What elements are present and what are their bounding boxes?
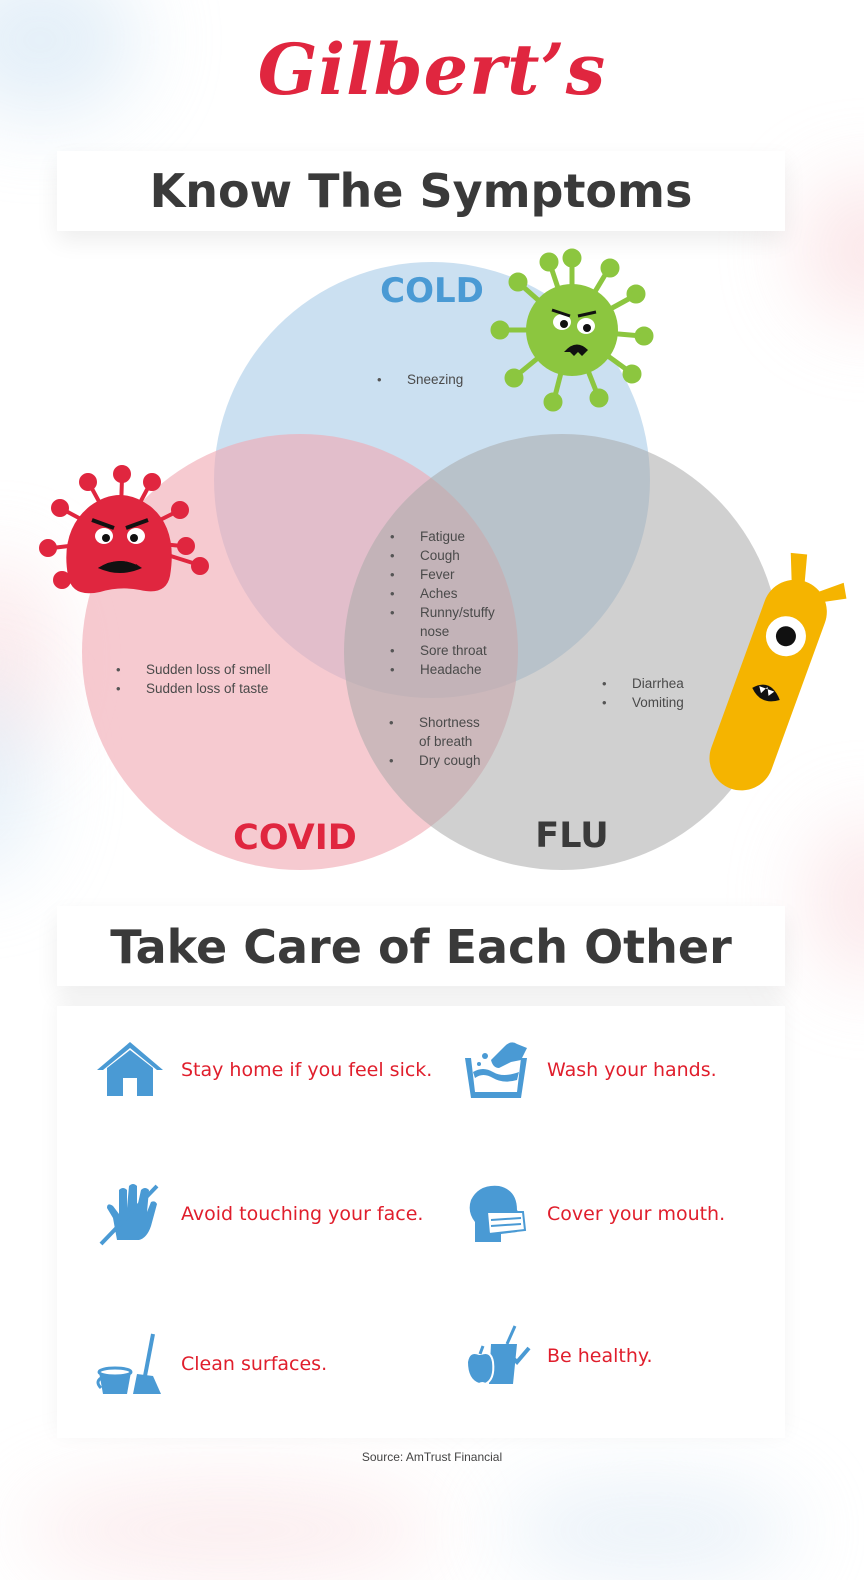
wash-hands-icon xyxy=(461,1038,531,1102)
list-item: Runny/stuffy nose xyxy=(390,603,510,641)
cold-label: COLD xyxy=(380,271,484,311)
symptoms-heading: Know The Symptoms xyxy=(57,151,785,231)
list-item: Sneezing xyxy=(377,370,463,389)
care-item-wash-hands: Wash your hands. xyxy=(461,1038,717,1102)
bucket-broom-icon xyxy=(95,1332,165,1396)
care-text: Avoid touching your face. xyxy=(181,1203,424,1225)
source-credit: Source: AmTrust Financial xyxy=(361,1450,503,1464)
face-mask-icon xyxy=(461,1182,531,1246)
covid-flu-symptoms-list: Shortness of breath Dry cough xyxy=(389,713,489,770)
care-text: Stay home if you feel sick. xyxy=(181,1059,433,1081)
list-item: Diarrhea xyxy=(602,674,684,693)
brand-logo: Gilbert’s xyxy=(257,28,607,111)
list-item: Fatigue xyxy=(390,527,510,546)
care-item-be-healthy: Be healthy. xyxy=(461,1324,652,1388)
green-virus-icon xyxy=(490,248,654,412)
no-touch-hand-icon xyxy=(95,1182,165,1246)
care-text: Be healthy. xyxy=(547,1345,653,1367)
care-text: Cover your mouth. xyxy=(547,1203,726,1225)
covid-label: COVID xyxy=(233,818,357,858)
flu-symptoms-list: Diarrhea Vomiting xyxy=(602,674,684,712)
care-text: Wash your hands. xyxy=(547,1059,717,1081)
care-item-cover-mouth: Cover your mouth. xyxy=(461,1182,725,1246)
list-item: Shortness of breath xyxy=(389,713,489,751)
care-item-clean-surfaces: Clean surfaces. xyxy=(95,1332,327,1396)
list-item: Sudden loss of taste xyxy=(116,679,271,698)
red-virus-icon xyxy=(39,465,209,594)
care-item-avoid-touching: Avoid touching your face. xyxy=(95,1182,423,1246)
list-item: Cough xyxy=(390,546,510,565)
bg-blob-blue-bottom xyxy=(500,1480,800,1580)
list-item: Vomiting xyxy=(602,693,684,712)
list-item: Dry cough xyxy=(389,751,489,770)
list-item: Headache xyxy=(390,660,510,679)
apple-drink-icon xyxy=(461,1324,531,1388)
list-item: Sore throat xyxy=(390,641,510,660)
flu-label: FLU xyxy=(535,816,609,856)
list-item: Aches xyxy=(390,584,510,603)
bg-blob-red-bottom xyxy=(20,1480,440,1580)
list-item: Sudden loss of smell xyxy=(116,660,271,679)
cold-symptoms-list: Sneezing xyxy=(377,370,463,389)
care-heading: Take Care of Each Other xyxy=(57,906,785,986)
house-icon xyxy=(95,1038,165,1102)
covid-symptoms-list: Sudden loss of smell Sudden loss of tast… xyxy=(116,660,271,698)
care-item-stay-home: Stay home if you feel sick. xyxy=(95,1038,432,1102)
all-three-symptoms-list: Fatigue Cough Fever Aches Runny/stuffy n… xyxy=(390,527,510,679)
list-item: Fever xyxy=(390,565,510,584)
yellow-monster-icon xyxy=(709,552,847,791)
care-tips-panel: Stay home if you feel sick. Wash your ha… xyxy=(57,1006,785,1438)
care-text: Clean surfaces. xyxy=(181,1353,328,1375)
